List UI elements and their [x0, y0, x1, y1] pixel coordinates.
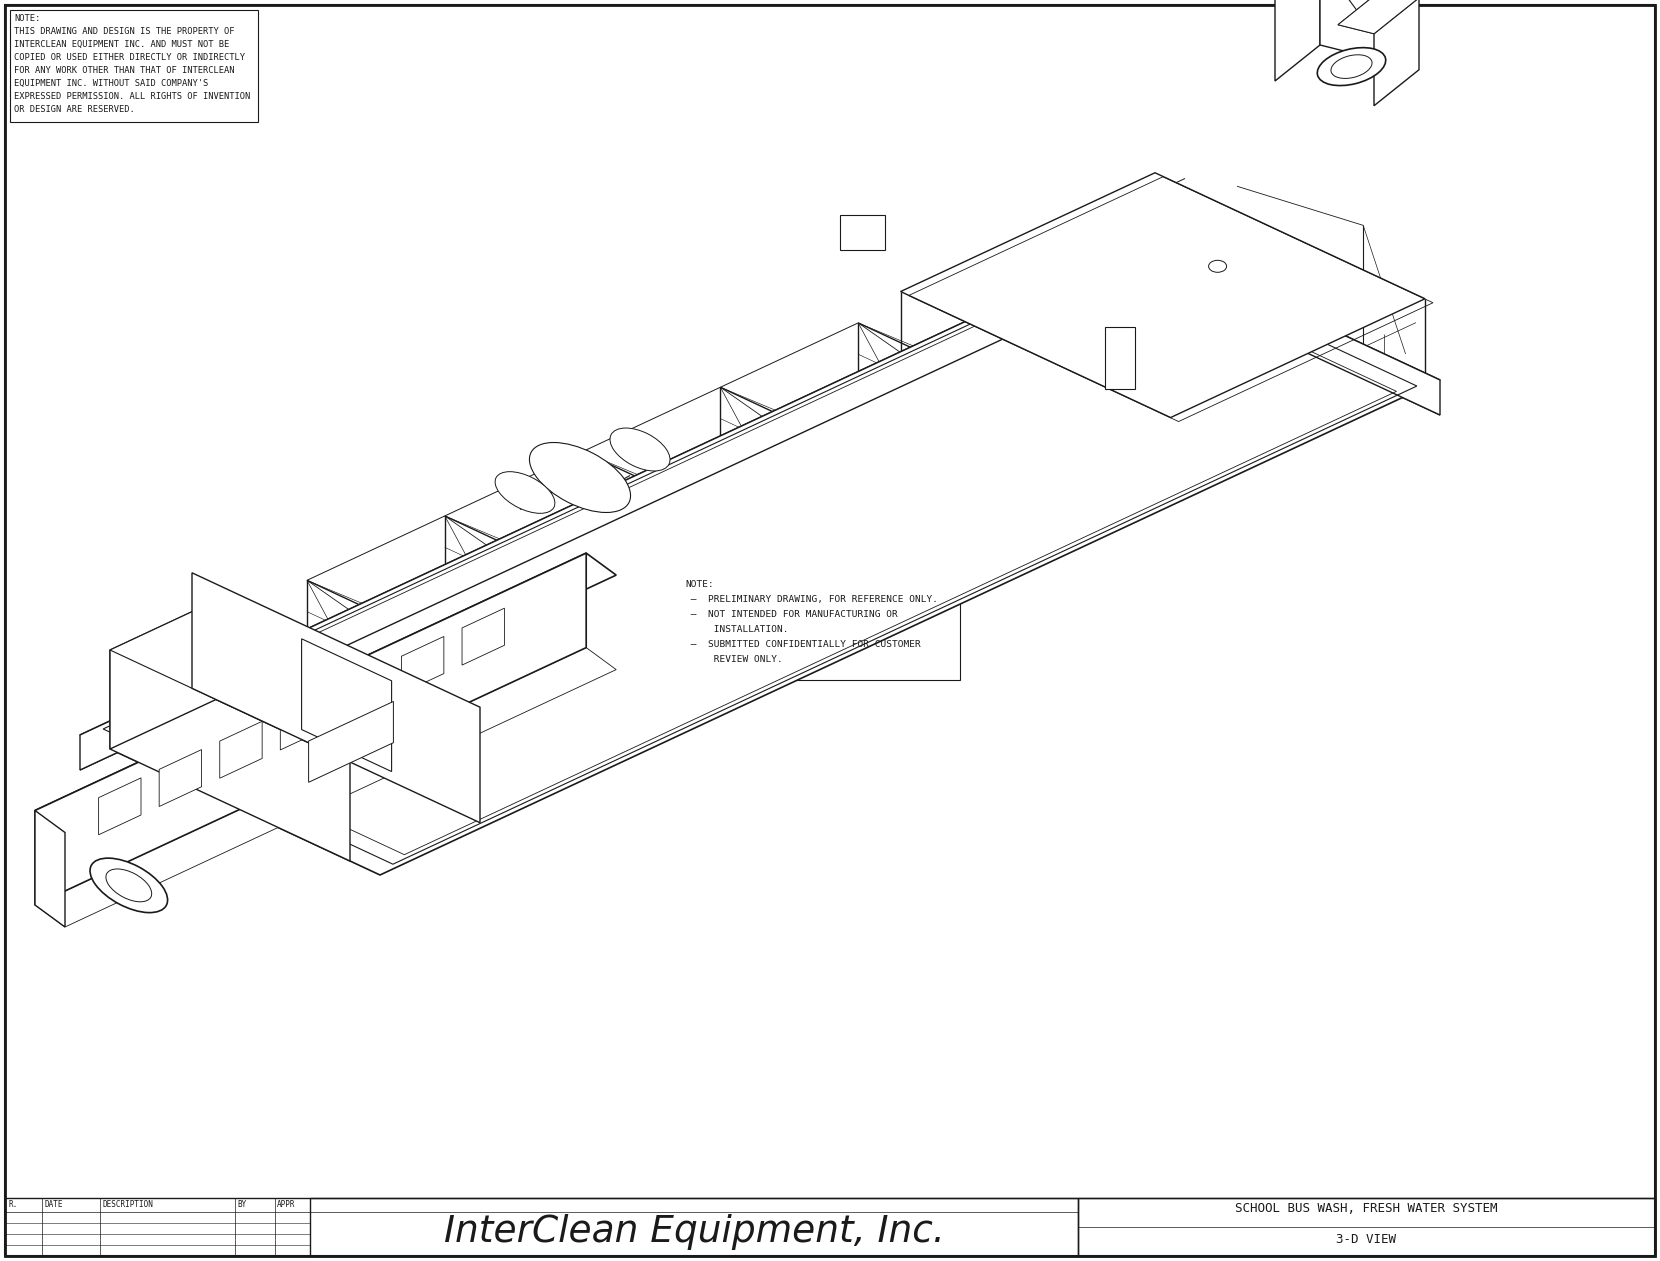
Text: –  SUBMITTED CONFIDENTIALLY FOR CUSTOMER: – SUBMITTED CONFIDENTIALLY FOR CUSTOMER	[686, 641, 921, 649]
Polygon shape	[110, 649, 350, 861]
Polygon shape	[901, 173, 1424, 417]
Text: –  NOT INTENDED FOR MANUFACTURING OR: – NOT INTENDED FOR MANUFACTURING OR	[686, 610, 898, 619]
Text: INSTALLATION.: INSTALLATION.	[686, 625, 788, 634]
Polygon shape	[35, 554, 586, 905]
Polygon shape	[1320, 0, 1383, 61]
Text: DESCRIPTION: DESCRIPTION	[101, 1200, 153, 1209]
Ellipse shape	[106, 869, 151, 902]
Polygon shape	[35, 811, 65, 927]
Polygon shape	[35, 554, 616, 832]
Bar	[1077, 1198, 1655, 1256]
Polygon shape	[1338, 0, 1419, 34]
Bar	[840, 214, 885, 250]
Text: NOTE:: NOTE:	[686, 580, 714, 589]
Polygon shape	[1140, 240, 1439, 415]
Polygon shape	[1338, 0, 1419, 34]
Text: OR DESIGN ARE RESERVED.: OR DESIGN ARE RESERVED.	[13, 105, 134, 113]
Polygon shape	[461, 608, 505, 665]
Ellipse shape	[1331, 54, 1373, 78]
Polygon shape	[1338, 0, 1419, 34]
Polygon shape	[219, 721, 262, 778]
Polygon shape	[110, 595, 227, 749]
Polygon shape	[1106, 327, 1135, 390]
Polygon shape	[35, 648, 616, 927]
Bar	[5, 1198, 1655, 1256]
Ellipse shape	[495, 472, 554, 513]
Ellipse shape	[1318, 48, 1386, 86]
Polygon shape	[1275, 0, 1320, 81]
Text: THIS DRAWING AND DESIGN IS THE PROPERTY OF: THIS DRAWING AND DESIGN IS THE PROPERTY …	[13, 26, 234, 37]
Polygon shape	[80, 240, 1140, 770]
Ellipse shape	[392, 735, 438, 768]
Text: EXPRESSED PERMISSION. ALL RIGHTS OF INVENTION: EXPRESSED PERMISSION. ALL RIGHTS OF INVE…	[13, 92, 251, 101]
Text: EQUIPMENT INC. WITHOUT SAID COMPANY'S: EQUIPMENT INC. WITHOUT SAID COMPANY'S	[13, 79, 208, 88]
Bar	[10, 10, 257, 122]
Ellipse shape	[530, 443, 631, 512]
Polygon shape	[1374, 0, 1419, 106]
Text: InterClean Equipment, Inc.: InterClean Equipment, Inc.	[443, 1214, 945, 1250]
Text: INTERCLEAN EQUIPMENT INC. AND MUST NOT BE: INTERCLEAN EQUIPMENT INC. AND MUST NOT B…	[13, 40, 229, 49]
Polygon shape	[110, 595, 466, 762]
Bar	[681, 575, 959, 680]
Text: BY: BY	[237, 1200, 246, 1209]
Text: NOTE:: NOTE:	[13, 14, 40, 23]
Text: COPIED OR USED EITHER DIRECTLY OR INDIRECTLY: COPIED OR USED EITHER DIRECTLY OR INDIRE…	[13, 53, 246, 62]
Polygon shape	[340, 665, 383, 721]
Text: 3-D VIEW: 3-D VIEW	[1336, 1233, 1396, 1246]
Polygon shape	[193, 572, 480, 822]
Text: REVIEW ONLY.: REVIEW ONLY.	[686, 654, 784, 665]
Text: APPR: APPR	[277, 1200, 295, 1209]
Ellipse shape	[1208, 260, 1227, 272]
Polygon shape	[159, 749, 201, 807]
Text: DATE: DATE	[45, 1200, 63, 1209]
Text: SCHOOL BUS WASH, FRESH WATER SYSTEM: SCHOOL BUS WASH, FRESH WATER SYSTEM	[1235, 1202, 1497, 1216]
Polygon shape	[98, 778, 141, 835]
Bar	[310, 1198, 1077, 1256]
Ellipse shape	[377, 725, 453, 779]
Polygon shape	[402, 637, 443, 694]
Polygon shape	[281, 694, 322, 750]
Text: –  PRELIMINARY DRAWING, FOR REFERENCE ONLY.: – PRELIMINARY DRAWING, FOR REFERENCE ONL…	[686, 595, 938, 604]
Ellipse shape	[90, 859, 168, 913]
Ellipse shape	[609, 427, 671, 470]
Polygon shape	[309, 701, 393, 782]
Bar	[5, 1198, 310, 1256]
Text: R.: R.	[8, 1200, 17, 1209]
Text: FOR ANY WORK OTHER THAN THAT OF INTERCLEAN: FOR ANY WORK OTHER THAN THAT OF INTERCLE…	[13, 66, 234, 74]
Polygon shape	[80, 240, 1439, 875]
